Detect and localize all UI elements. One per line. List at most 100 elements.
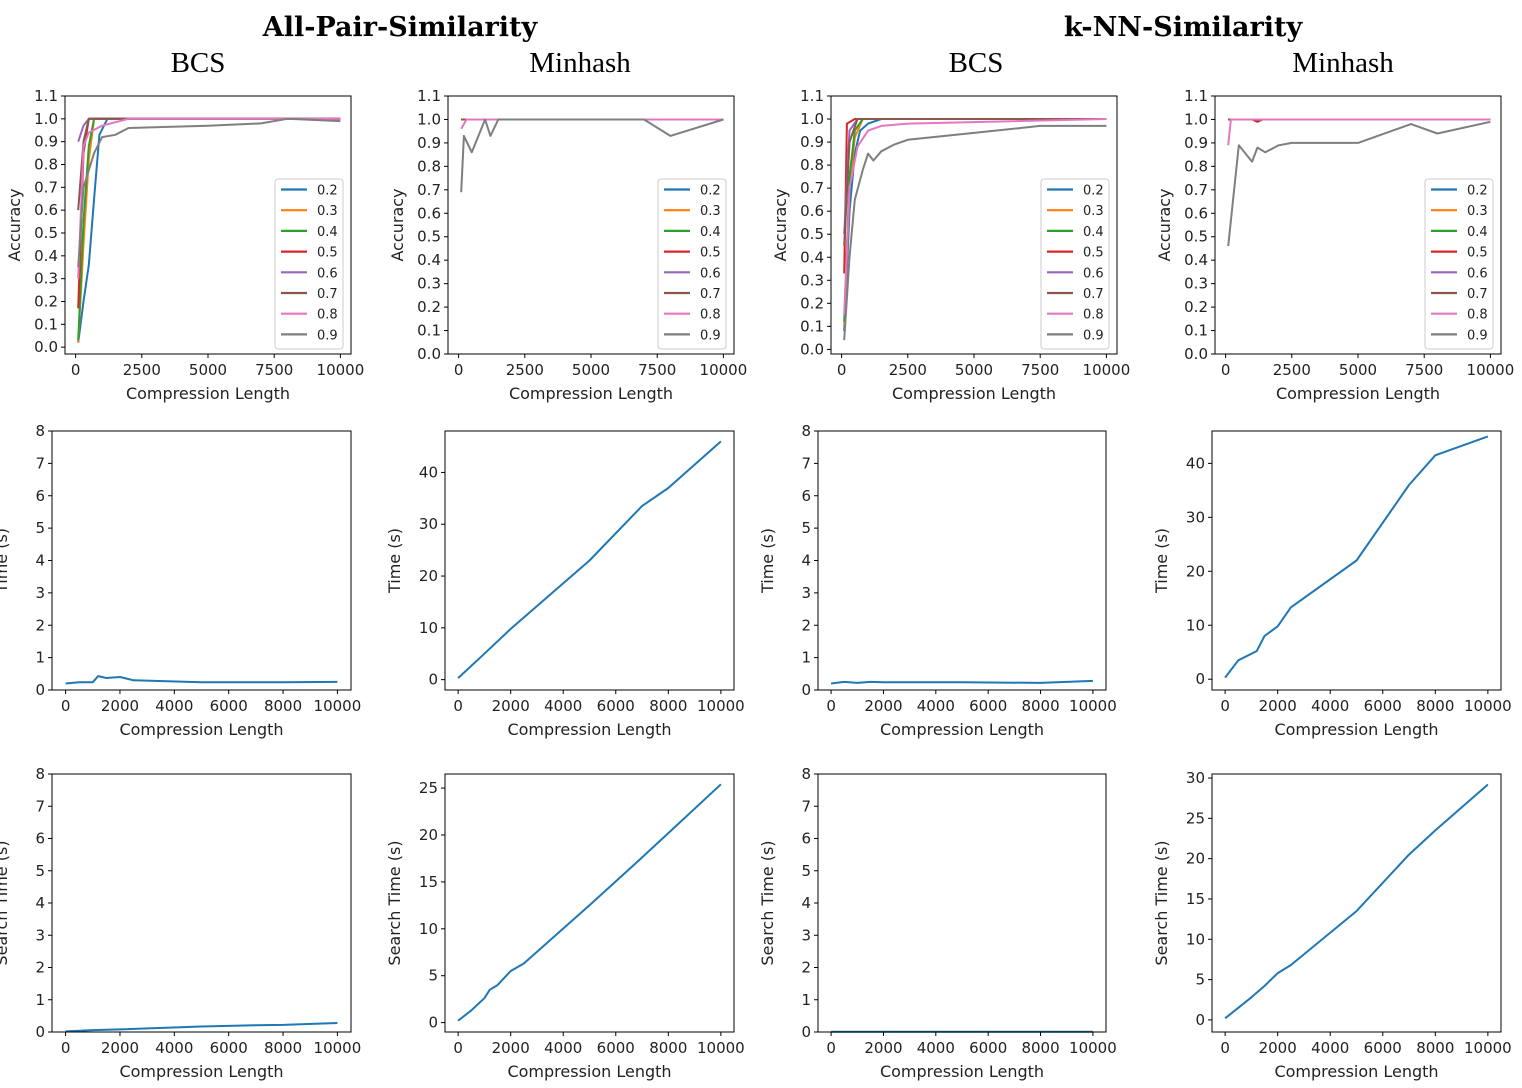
apsim-bcs-search-time-ytick-label: 8 <box>35 765 45 783</box>
knn-bcs-search-time-ylabel: Search Time (s) <box>758 840 777 965</box>
knn-minhash-accuracy-ytick-label: 0.4 <box>1184 251 1208 269</box>
knn-minhash-time-ytick-label: 0 <box>1195 670 1205 688</box>
apsim-minhash-accuracy-ytick-label: 0.4 <box>417 251 441 269</box>
knn-minhash-accuracy-ytick-label: 0.6 <box>1184 204 1208 222</box>
apsim-minhash-search-time-xtick-label: 0 <box>453 1039 463 1057</box>
apsim-bcs-accuracy-legend-box <box>274 178 344 350</box>
knn-minhash-accuracy-ytick-label: 0.5 <box>1184 228 1208 246</box>
knn-minhash-accuracy-xlabel: Compression Length <box>1276 384 1440 403</box>
apsim-minhash-accuracy-ytick-label: 1.1 <box>417 87 441 105</box>
apsim-bcs-accuracy-legend-label-0.7: 0.7 <box>317 287 338 302</box>
knn-bcs-accuracy-ytick-label: 0.5 <box>800 225 824 243</box>
apsim-minhash-time-xtick-label: 6000 <box>597 697 635 715</box>
apsim-bcs-search-time-ytick-label: 6 <box>35 830 45 848</box>
apsim-bcs-accuracy-legend-label-0.9: 0.9 <box>317 328 338 343</box>
knn-bcs-accuracy-legend-label-0.8: 0.8 <box>1083 308 1104 323</box>
apsim-minhash-accuracy-legend-label-0.4: 0.4 <box>700 225 721 240</box>
apsim-bcs-search-time-xlabel: Compression Length <box>119 1062 283 1081</box>
knn-minhash-search-time-xtick-label: 6000 <box>1364 1039 1402 1057</box>
apsim-minhash-search-time-ytick-label: 10 <box>419 920 438 938</box>
knn-minhash-search-time-frame <box>1211 773 1502 1033</box>
knn-bcs-time-xlabel: Compression Length <box>880 720 1044 739</box>
knn-minhash-accuracy-xtick-label: 7500 <box>1405 361 1443 379</box>
knn-minhash-time-xtick-label: 6000 <box>1364 697 1402 715</box>
knn-minhash-accuracy-legend-label-0.8: 0.8 <box>1467 308 1488 323</box>
knn-minhash-search-time-xtick-label: 10000 <box>1464 1039 1512 1057</box>
apsim-bcs-accuracy-legend-label-0.8: 0.8 <box>317 308 338 323</box>
apsim-bcs-search-time-xtick-label: 4000 <box>155 1039 193 1057</box>
apsim-minhash-accuracy-ytick-label: 0.2 <box>417 298 441 316</box>
knn-bcs-accuracy-legend-label-0.3: 0.3 <box>1083 204 1104 219</box>
apsim-minhash-search-time-xtick-label: 2000 <box>492 1039 530 1057</box>
knn-bcs-accuracy-ytick-label: 0.1 <box>800 317 824 335</box>
knn-bcs-accuracy-ytick-label: 1.1 <box>800 87 824 105</box>
knn-bcs-time-ytick-label: 0 <box>801 681 811 699</box>
knn-minhash-accuracy-xtick-label: 10000 <box>1467 361 1515 379</box>
knn-bcs-accuracy-legend: 0.2 0.3 0.4 0.5 0.6 0.7 0.8 0.9 <box>1040 178 1110 350</box>
apsim-bcs-search-time-ytick-label: 2 <box>35 959 45 977</box>
apsim-minhash-search-time-series-time <box>457 783 722 1022</box>
apsim-minhash-accuracy-legend-label-0.5: 0.5 <box>700 246 721 261</box>
column-title-knn-bcs: BCS <box>949 47 1004 79</box>
knn-bcs-time-ytick-label: 8 <box>801 422 811 440</box>
apsim-bcs-accuracy-ytick-label: 1.1 <box>34 87 58 105</box>
apsim-minhash-accuracy-legend-label-0.6: 0.6 <box>700 266 721 281</box>
apsim-minhash-accuracy-legend-label-0.8: 0.8 <box>700 308 721 323</box>
apsim-bcs-accuracy-xtick-label: 10000 <box>317 361 365 379</box>
apsim-minhash-search-time-xtick-label: 10000 <box>697 1039 745 1057</box>
knn-bcs-search-time-ytick-label: 0 <box>801 1023 811 1041</box>
apsim-minhash-accuracy-legend-label-0.9: 0.9 <box>700 328 721 343</box>
apsim-bcs-time-ytick-label: 7 <box>35 454 45 472</box>
apsim-minhash-accuracy-ytick-label: 0.0 <box>417 345 441 363</box>
apsim-bcs-accuracy-xtick-label: 2500 <box>123 361 161 379</box>
apsim-bcs-accuracy-ytick-label: 0.4 <box>34 247 58 265</box>
apsim-bcs-accuracy-legend-label-0.4: 0.4 <box>317 225 338 240</box>
apsim-minhash-search-time-frame <box>444 773 735 1033</box>
apsim-bcs-accuracy-xlabel: Compression Length <box>126 384 290 403</box>
knn-minhash-accuracy-xtick-label: 2500 <box>1273 361 1311 379</box>
apsim-bcs-time-series-time <box>65 675 338 685</box>
apsim-minhash-search-time-xtick-label: 8000 <box>649 1039 687 1057</box>
knn-bcs-time-ytick-label: 5 <box>801 519 811 537</box>
knn-minhash-accuracy-series-0.8 <box>1227 118 1491 146</box>
knn-bcs-time-chart: 0 1 2 3 4 5 6 7 8 0 2000 4000 6000 8000 10000 Compressi… <box>758 422 1117 739</box>
apsim-minhash-time-xtick-label: 4000 <box>544 697 582 715</box>
apsim-bcs-time-chart: 0 1 2 3 4 5 6 7 8 0 2000 4000 6000 8000 10000 Compressi… <box>0 422 361 739</box>
knn-minhash-search-time-xtick-label: 0 <box>1220 1039 1230 1057</box>
apsim-minhash-search-time-ylabel: Search Time (s) <box>385 840 404 965</box>
apsim-minhash-search-time-ytick-label: 0 <box>428 1014 438 1032</box>
knn-minhash-accuracy-series-0.9 <box>1227 120 1491 247</box>
knn-minhash-time-ytick-label: 20 <box>1186 562 1205 580</box>
apsim-minhash-accuracy-ytick-label: 0.9 <box>417 134 441 152</box>
apsim-bcs-time-ylabel: Time (s) <box>0 528 11 594</box>
knn-bcs-accuracy-ytick-label: 1.0 <box>800 110 824 128</box>
apsim-bcs-time-ytick-label: 4 <box>35 552 45 570</box>
knn-bcs-search-time-xtick-label: 6000 <box>969 1039 1007 1057</box>
knn-minhash-time-ytick-label: 30 <box>1186 508 1205 526</box>
knn-minhash-time-xlabel: Compression Length <box>1274 720 1438 739</box>
apsim-minhash-time-xtick-label: 10000 <box>697 697 745 715</box>
knn-bcs-time-ytick-label: 6 <box>801 487 811 505</box>
apsim-bcs-accuracy-ytick-label: 0.9 <box>34 133 58 151</box>
knn-bcs-search-time-ytick-label: 2 <box>801 959 811 977</box>
apsim-bcs-search-time-ytick-label: 3 <box>35 926 45 944</box>
apsim-minhash-time-chart: 0 10 20 30 40 0 2000 4000 6000 8000 10000 Compressi… <box>385 430 745 739</box>
knn-bcs-accuracy-xtick-label: 10000 <box>1083 361 1131 379</box>
apsim-bcs-time-xtick-label: 10000 <box>314 697 362 715</box>
apsim-minhash-accuracy-ytick-label: 0.1 <box>417 322 441 340</box>
apsim-bcs-time-ytick-label: 2 <box>35 616 45 634</box>
knn-minhash-time-xtick-label: 4000 <box>1311 697 1349 715</box>
apsim-bcs-accuracy-ytick-label: 0.8 <box>34 155 58 173</box>
knn-bcs-accuracy-legend-label-0.6: 0.6 <box>1083 266 1104 281</box>
apsim-minhash-accuracy-legend-label-0.3: 0.3 <box>700 204 721 219</box>
apsim-bcs-accuracy-legend-label-0.5: 0.5 <box>317 246 338 261</box>
group-title-all-pair: All-Pair-Similarity <box>262 12 539 43</box>
knn-bcs-accuracy-series-0.8 <box>843 118 1107 315</box>
knn-bcs-search-time-ytick-label: 1 <box>801 991 811 1009</box>
knn-bcs-search-time-ytick-label: 8 <box>801 765 811 783</box>
knn-minhash-accuracy-ytick-label: 0.3 <box>1184 275 1208 293</box>
apsim-bcs-accuracy-ytick-label: 0.2 <box>34 292 58 310</box>
apsim-bcs-time-ytick-label: 1 <box>35 649 45 667</box>
knn-minhash-accuracy-ytick-label: 0.1 <box>1184 322 1208 340</box>
